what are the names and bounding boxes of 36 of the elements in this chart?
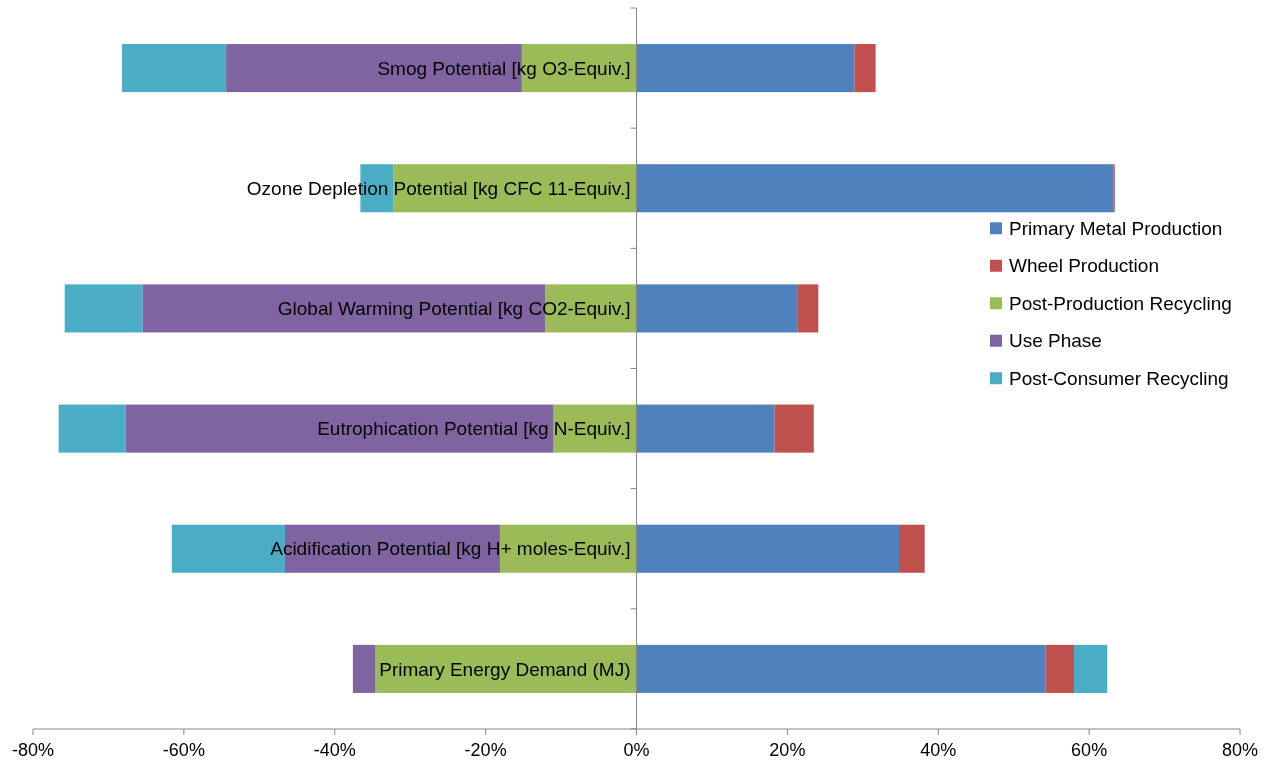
x-tick-label: 40% (920, 740, 957, 760)
legend-label: Wheel Production (1009, 255, 1159, 277)
y-tick-label: Global Warming Potential [kg CO2-Equiv.] (277, 298, 631, 320)
x-tick-label: -20% (464, 740, 507, 760)
bar (352, 644, 376, 693)
x-tick-label: 20% (769, 740, 806, 760)
y-tick-label: Eutrophication Potential [kg N-Equiv.] (317, 418, 631, 440)
x-tick-label: 60% (1071, 740, 1108, 760)
bar (122, 44, 227, 93)
bar (797, 284, 819, 333)
bar (64, 284, 143, 333)
bar (636, 404, 775, 453)
legend-label: Post-Consumer Recycling (1009, 367, 1229, 389)
x-tick-label: -60% (162, 740, 205, 760)
y-tick-label: Acidification Potential [kg H+ moles-Equiv.] (270, 538, 631, 560)
bar (854, 44, 876, 93)
bar (58, 404, 126, 453)
x-tick-label: 80% (1221, 740, 1259, 760)
x-tick-label: 0% (623, 740, 650, 760)
x-tick-label: -80% (11, 740, 55, 760)
legend-label: Primary Metal Production (1009, 217, 1223, 239)
x-tick-label: -40% (313, 740, 356, 760)
bar (636, 164, 1114, 213)
bar (899, 524, 925, 573)
bar (1074, 644, 1108, 693)
legend-label: Use Phase (1009, 330, 1102, 352)
bar (1045, 644, 1075, 693)
y-tick-label: Primary Energy Demand (MJ) (379, 658, 631, 680)
y-tick-label: Smog Potential [kg O3-Equiv.] (377, 57, 631, 79)
bar (774, 404, 814, 453)
bar (636, 284, 798, 333)
bar (636, 644, 1046, 693)
bar (636, 44, 855, 93)
bar (636, 524, 900, 573)
bar (125, 404, 554, 453)
legend-label: Post-Production Recycling (1009, 292, 1232, 314)
